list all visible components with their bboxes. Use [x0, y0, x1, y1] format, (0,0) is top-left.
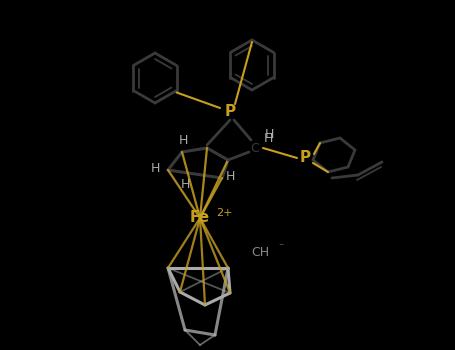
Text: ⁻: ⁻: [278, 242, 283, 252]
Text: Fe: Fe: [190, 210, 210, 225]
Text: H: H: [150, 161, 160, 175]
Text: P: P: [299, 150, 311, 166]
Text: 2+: 2+: [216, 208, 233, 218]
Text: CH: CH: [251, 245, 269, 259]
Text: H: H: [263, 132, 273, 145]
Text: C: C: [251, 141, 259, 154]
Text: H: H: [264, 127, 274, 140]
Text: H: H: [178, 133, 187, 147]
Text: H: H: [225, 169, 235, 182]
Text: P: P: [224, 105, 236, 119]
Text: H: H: [180, 178, 190, 191]
